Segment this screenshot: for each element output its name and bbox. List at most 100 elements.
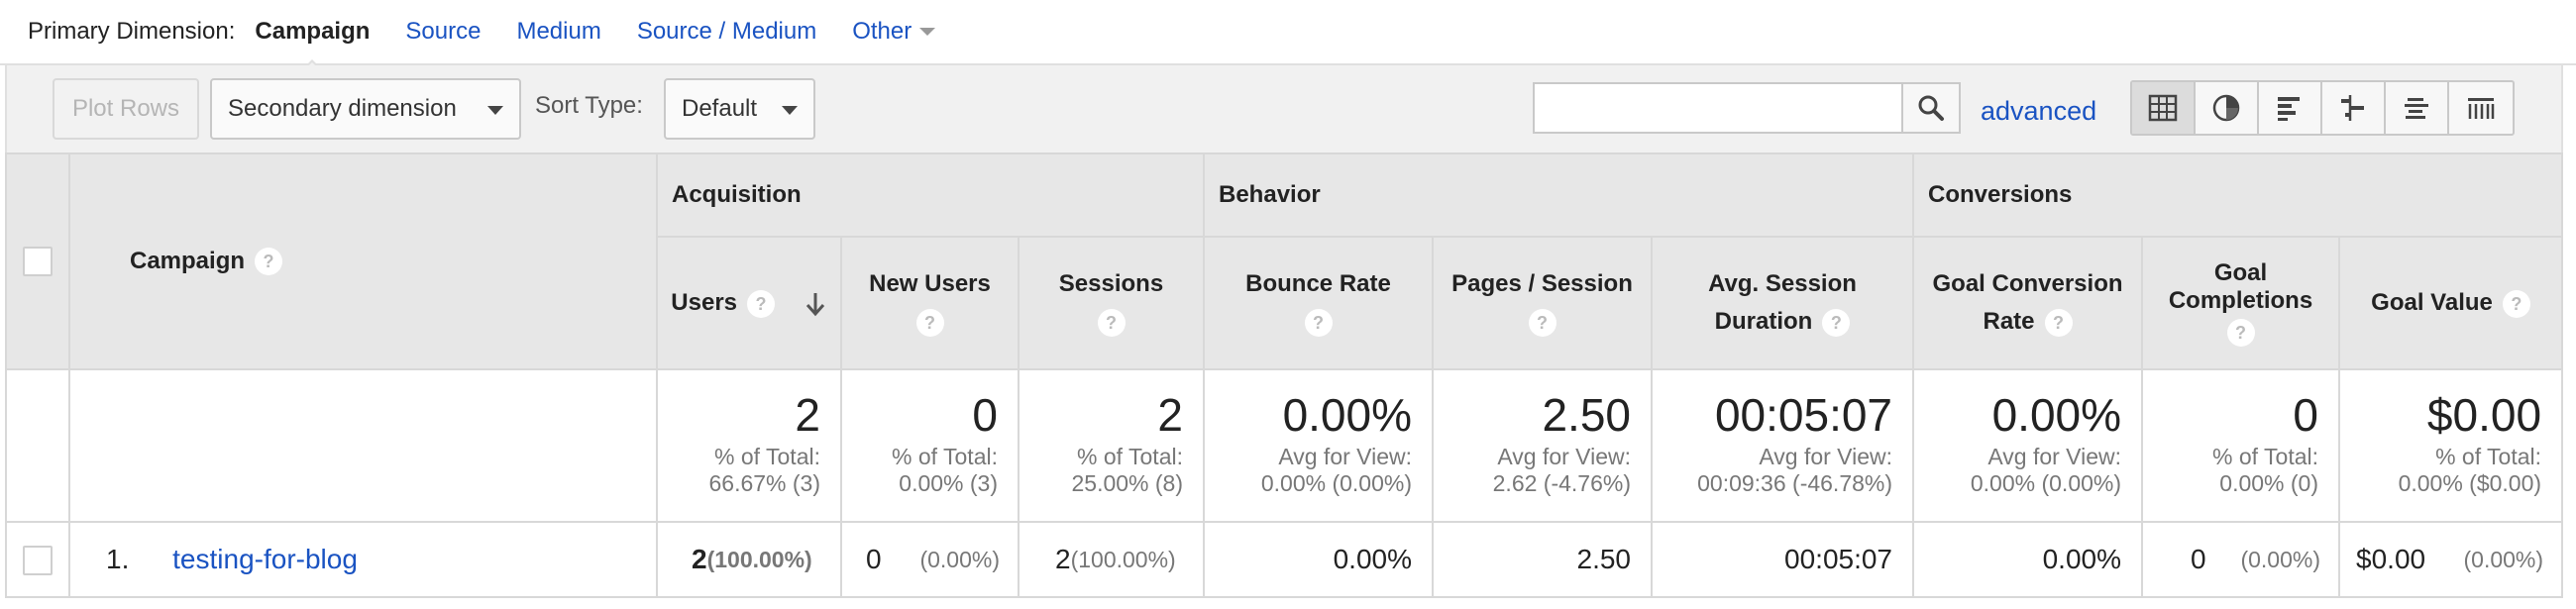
view-switcher	[2130, 80, 2515, 136]
cell-value: 2	[1055, 544, 1071, 574]
row-index: 1.	[106, 544, 130, 574]
column-label: Goal	[2213, 259, 2268, 286]
help-icon[interactable]: ?	[1528, 308, 1556, 337]
column-header-avg-session-duration[interactable]: Avg. Session Duration?	[1650, 236, 1915, 370]
new-users-cell: 0 (0.00%)	[840, 521, 1020, 598]
total-caption: Avg for View:	[1759, 444, 1893, 469]
total-value: 0.00%	[1282, 389, 1412, 441]
column-header-goal-conversion-rate[interactable]: Goal Conversion Rate?	[1912, 236, 2144, 370]
goal-conversion-rate-cell: 0.00%	[1912, 521, 2144, 598]
campaign-header-label: Campaign	[130, 247, 246, 274]
total-detail: 2.62 (-4.76%)	[1492, 470, 1631, 496]
select-all-cell	[5, 152, 70, 370]
total-detail: 0.00% (3)	[899, 470, 998, 496]
total-goal-conversion-rate: 0.00% Avg for View: 0.00% (0.00%)	[1912, 368, 2144, 523]
campaign-cell: 1. testing-for-blog	[68, 521, 658, 598]
dimension-tab-medium[interactable]: Medium	[516, 18, 601, 45]
primary-dimension-label: Primary Dimension:	[28, 18, 236, 45]
help-icon[interactable]: ?	[1822, 308, 1851, 337]
group-header-acquisition: Acquisition	[656, 152, 1205, 238]
column-label: Sessions	[1058, 270, 1164, 297]
total-caption: % of Total:	[1077, 444, 1183, 469]
comparison-view-button[interactable]	[2322, 82, 2386, 134]
total-pages-session: 2.50 Avg for View: 2.62 (-4.76%)	[1432, 368, 1653, 523]
column-header-bounce-rate[interactable]: Bounce Rate?	[1203, 236, 1434, 370]
pie-view-button[interactable]	[2196, 82, 2259, 134]
total-value: 2.50	[1542, 389, 1631, 441]
table-group-header-row: Campaign? Acquisition Behavior Conversio…	[5, 152, 2564, 370]
table-row: 1. testing-for-blog 2 (100.00%) 0 (0.00%) …	[5, 521, 2564, 598]
total-caption: % of Total:	[2435, 444, 2542, 469]
total-value: 0.00%	[1991, 389, 2122, 441]
campaign-column-header[interactable]: Campaign?	[68, 152, 658, 370]
total-caption: Avg for View:	[1278, 444, 1412, 469]
total-detail: 00:09:36 (-46.78%)	[1697, 470, 1893, 496]
column-header-sessions[interactable]: Sessions?	[1018, 236, 1205, 370]
help-icon[interactable]: ?	[2044, 308, 2073, 337]
dimension-tab-campaign[interactable]: Campaign	[255, 18, 371, 70]
campaign-link[interactable]: testing-for-blog	[172, 544, 358, 574]
bounce-rate-cell: 0.00%	[1203, 521, 1434, 598]
total-detail: 25.00% (8)	[1071, 470, 1183, 496]
plot-rows-button[interactable]: Plot Rows	[53, 78, 199, 140]
sessions-cell: 2 (100.00%)	[1018, 521, 1205, 598]
help-icon[interactable]: ?	[1097, 308, 1126, 337]
cell-value: 0	[2191, 544, 2206, 574]
column-header-goal-value[interactable]: Goal Value?	[2338, 236, 2564, 370]
dimension-tab-source-medium[interactable]: Source / Medium	[636, 18, 817, 45]
cell-percent: (0.00%)	[919, 546, 1000, 572]
select-all-checkbox[interactable]	[23, 247, 53, 276]
cell-percent: (100.00%)	[1070, 546, 1176, 572]
bar-chart-icon	[2278, 97, 2300, 121]
column-label: Users	[671, 289, 738, 316]
chevron-down-icon	[487, 106, 503, 115]
goal-completions-cell: 0 (0.00%)	[2141, 521, 2341, 598]
help-icon[interactable]: ?	[915, 308, 944, 337]
table-search-input[interactable]	[1535, 84, 1905, 132]
term-cloud-icon	[2405, 98, 2428, 119]
column-label: Duration	[1714, 308, 1813, 335]
total-value: 00:05:07	[1714, 389, 1893, 441]
users-cell: 2 (100.00%)	[656, 521, 842, 598]
bar-view-button[interactable]	[2259, 82, 2322, 134]
dimension-tab-source[interactable]: Source	[405, 18, 482, 45]
advanced-filter-link[interactable]: advanced	[1981, 96, 2097, 126]
row-checkbox[interactable]	[23, 546, 53, 576]
total-avg-session-duration: 00:05:07 Avg for View: 00:09:36 (-46.78%…	[1650, 368, 1915, 523]
column-header-goal-completions[interactable]: Goal Completions?	[2141, 236, 2341, 370]
search-button[interactable]	[1901, 82, 1961, 134]
help-icon[interactable]: ?	[2502, 289, 2530, 318]
group-header-behavior: Behavior	[1202, 152, 1915, 238]
column-header-pages-session[interactable]: Pages / Session?	[1432, 236, 1653, 370]
table-view-icon	[2148, 94, 2178, 122]
sort-type-dropdown[interactable]: Default	[664, 78, 815, 140]
help-icon[interactable]: ?	[255, 248, 283, 276]
column-header-users[interactable]: Users?	[656, 236, 842, 370]
total-value: 2	[1157, 389, 1183, 441]
column-label: Rate	[1983, 308, 2035, 335]
pivot-view-button[interactable]	[2449, 82, 2513, 134]
total-value: 2	[795, 389, 820, 441]
total-goal-completions: 0 % of Total: 0.00% (0)	[2141, 368, 2341, 523]
total-value: 0	[2293, 389, 2319, 441]
help-icon[interactable]: ?	[747, 289, 776, 318]
chevron-down-icon	[919, 28, 936, 36]
secondary-dimension-dropdown[interactable]: Secondary dimension	[210, 78, 521, 140]
column-header-new-users[interactable]: New Users?	[840, 236, 1020, 370]
table-view-button[interactable]	[2132, 82, 2196, 134]
sort-type-value: Default	[682, 95, 758, 122]
dimension-other-label: Other	[852, 18, 912, 45]
help-icon[interactable]: ?	[1304, 308, 1333, 337]
term-cloud-view-button[interactable]	[2386, 82, 2449, 134]
total-bounce-rate: 0.00% Avg for View: 0.00% (0.00%)	[1203, 368, 1434, 523]
total-caption: Avg for View:	[1497, 444, 1631, 469]
total-caption: % of Total:	[714, 444, 820, 469]
column-label: Bounce Rate	[1245, 270, 1391, 297]
total-new-users: 0 % of Total: 0.00% (3)	[840, 368, 1020, 523]
total-value: 0	[972, 389, 998, 441]
cell-value: 0	[866, 544, 882, 574]
cell-percent: (0.00%)	[2463, 546, 2544, 572]
total-sessions: 2 % of Total: 25.00% (8)	[1018, 368, 1205, 523]
help-icon[interactable]: ?	[2226, 319, 2255, 347]
dimension-other-dropdown[interactable]: Other	[852, 18, 936, 46]
